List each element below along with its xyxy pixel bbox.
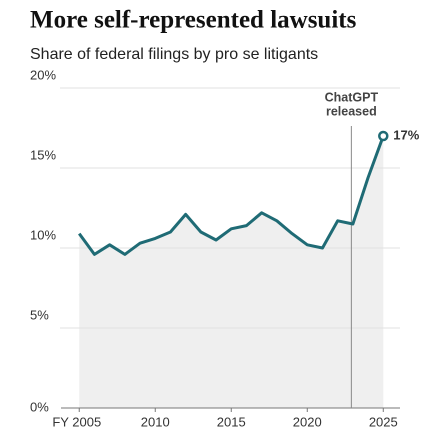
x-tick-label: 2020 [293,414,322,429]
area [79,136,384,408]
y-tick-label: 10% [30,227,56,242]
x-tick-label: 2010 [141,414,170,429]
x-tick-label: 2015 [217,414,246,429]
end-point [378,130,389,142]
chart-title: More self-represented lawsuits [30,7,357,34]
chart-subtitle: Share of federal filings by pro se litig… [30,46,318,63]
annotation: ChatGPT [325,90,379,104]
y-tick-label: 20% [30,67,56,82]
value-label: 17% [393,127,419,142]
x-tick-label: FY 2005 [52,414,101,429]
x-tick-label: 2025 [369,414,398,429]
y-tick-label: 0% [30,399,49,414]
y-tick-label: 15% [30,147,56,162]
y-tick-label: 5% [30,307,49,322]
line [78,135,385,256]
annotation: released [326,104,377,118]
